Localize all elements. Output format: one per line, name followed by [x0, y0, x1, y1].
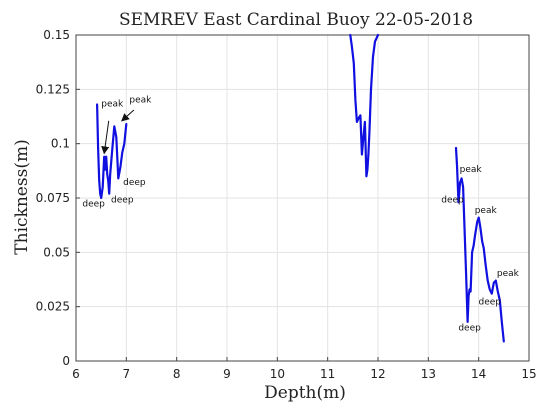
annotation-label-deep: deep — [123, 178, 146, 188]
annotation-label-deep: deep — [478, 297, 501, 307]
x-tick-label: 12 — [370, 367, 385, 381]
chart-title: SEMREV East Cardinal Buoy 22-05-2018 — [119, 10, 473, 30]
axis-ticks: 6 7 8 9 10 11 12 13 14 15 0 0.025 0.05 0.075 0.1 0.125 0… — [36, 28, 537, 381]
x-tick-label: 13 — [421, 367, 436, 381]
y-tick-label: 0.125 — [36, 82, 70, 96]
x-tick-label: 6 — [72, 367, 80, 381]
annotation-label-peak: peak — [101, 100, 124, 110]
series-line-segment-3 — [454, 146, 505, 343]
annotation-label-peak: peak — [475, 206, 498, 216]
y-tick-label: 0.025 — [36, 300, 70, 314]
y-axis-label: Thickness(m) — [12, 139, 32, 254]
annotation-label-deep: deep — [111, 195, 134, 205]
series-line-segment-1 — [95, 103, 128, 200]
annotation-label-deep: deep — [82, 200, 105, 210]
x-tick-label: 10 — [270, 367, 285, 381]
annotation-label-peak: peak — [497, 269, 520, 279]
y-tick-label: 0.1 — [51, 137, 70, 151]
series — [95, 33, 505, 343]
y-tick-label: 0.15 — [43, 28, 70, 42]
annotations: peak peak deep deep deep peak deep peak peak deep… — [82, 95, 519, 333]
x-tick-label: 15 — [521, 367, 536, 381]
x-tick-label: 7 — [123, 367, 131, 381]
annotation-label-deep: deep — [458, 324, 481, 334]
annotation-label-peak: peak — [460, 165, 483, 175]
y-tick-label: 0.05 — [43, 245, 70, 259]
annotation-arrow — [101, 120, 110, 155]
y-tick-label: 0 — [62, 354, 70, 368]
x-tick-label: 11 — [320, 367, 335, 381]
x-axis-label: Depth(m) — [264, 383, 346, 403]
annotation-label-peak: peak — [129, 95, 152, 105]
x-tick-label: 14 — [471, 367, 486, 381]
x-tick-label: 8 — [173, 367, 181, 381]
annotation-label-deep: deep — [441, 195, 464, 205]
series-line-segment-2 — [349, 33, 380, 178]
x-tick-label: 9 — [223, 367, 231, 381]
annotation-arrow — [121, 109, 135, 122]
y-tick-label: 0.075 — [36, 191, 70, 205]
